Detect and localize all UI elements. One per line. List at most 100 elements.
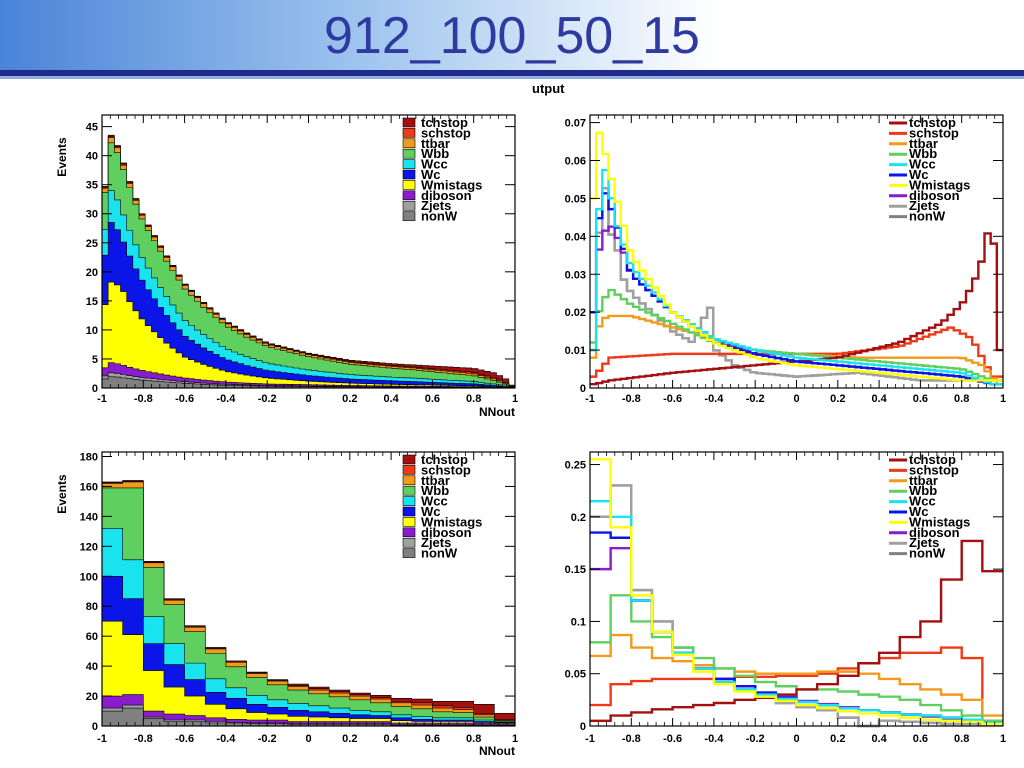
y-tick-label: 0.02 <box>565 307 586 319</box>
legend-label: Wc <box>421 504 441 519</box>
x-tick-label: -0.6 <box>663 393 682 405</box>
y-axis-title: Events <box>55 137 69 177</box>
legend-swatch <box>402 475 416 486</box>
y-tick-label: 80 <box>86 601 98 613</box>
y-tick-label: 0.01 <box>565 345 586 357</box>
x-tick-label: -0.2 <box>746 733 765 745</box>
stack-wmistags <box>101 620 516 727</box>
legend-swatch <box>402 517 416 527</box>
legend-entry-wc: Wc <box>402 504 441 519</box>
y-tick-label: 45 <box>86 122 98 134</box>
legend-label: nonW <box>421 546 458 561</box>
legend-entry-wmistags: Wmistags <box>889 177 970 192</box>
legend-label: Wc <box>909 167 929 182</box>
stack-diboson <box>101 694 516 727</box>
legend-label: schstop <box>909 125 959 140</box>
legend-entry-nonw: nonW <box>402 209 458 224</box>
y-tick-label: 0.05 <box>565 669 586 681</box>
legend-entry-ttbar: ttbar <box>402 136 450 151</box>
legend-label: ttbar <box>421 473 450 488</box>
x-tick-label: -0.6 <box>175 393 194 405</box>
stack-zjets <box>101 704 516 727</box>
x-tick-label: -0.8 <box>134 733 153 745</box>
x-tick-label: 1 <box>1000 733 1006 745</box>
y-tick-label: 60 <box>86 631 98 643</box>
x-tick-label: 0.2 <box>830 733 845 745</box>
legend-entry-nonw: nonW <box>402 546 458 561</box>
legend-entry-wc: Wc <box>402 167 441 182</box>
legend-label: tchstop <box>909 452 956 467</box>
y-axis-title: Events <box>55 474 69 514</box>
y-tick-label: 0 <box>580 721 586 733</box>
x-tick-label: -0.4 <box>216 393 236 405</box>
y-tick-label: 0 <box>92 721 98 733</box>
x-tick-label: -0.2 <box>746 393 765 405</box>
legend-swatch <box>402 548 416 558</box>
line-schstop <box>590 326 1003 378</box>
legend-label: Wcc <box>421 157 448 172</box>
x-tick-label: -0.4 <box>704 393 724 405</box>
line-ttbar <box>590 633 1003 717</box>
legend-label: Wc <box>909 504 929 519</box>
legend-entry-wcc: Wcc <box>889 494 936 509</box>
legend-swatch <box>402 506 416 517</box>
y-tick-label: 0.06 <box>565 156 586 168</box>
x-tick-label: 0 <box>305 733 311 745</box>
y-tick-label: 0.05 <box>565 193 586 205</box>
y-tick-label: 0.03 <box>565 269 586 281</box>
legend-entry-wcc: Wcc <box>402 157 448 172</box>
legend-label: nonW <box>909 209 946 224</box>
x-tick-label: 0 <box>305 393 311 405</box>
y-tick-label: 10 <box>86 325 98 337</box>
legend-entry-zjets: Zjets <box>889 198 939 213</box>
legend-entry-wmistags: Wmistags <box>889 514 970 529</box>
legend-entry-tchstop: tchstop <box>889 115 956 130</box>
legend-label: schstop <box>909 462 959 477</box>
legend-label: diboson <box>421 188 472 203</box>
legend-entry-schstop: schstop <box>402 125 471 140</box>
x-tick-label: -1 <box>585 733 595 745</box>
y-tick-label: 30 <box>86 209 98 221</box>
legend-label: Wmistags <box>909 177 970 192</box>
legend-label: diboson <box>421 525 472 540</box>
line-wmistags <box>590 458 1003 726</box>
legend-label: schstop <box>421 125 471 140</box>
legend-entry-wcc: Wcc <box>402 494 448 509</box>
legend-swatch <box>402 527 416 538</box>
legend-entry-wbb: Wbb <box>402 146 449 161</box>
legend-label: Wc <box>421 167 441 182</box>
x-tick-label: 0.8 <box>466 733 481 745</box>
x-tick-label: 0.2 <box>342 733 357 745</box>
legend-entry-zjets: Zjets <box>889 535 939 550</box>
y-tick-label: 40 <box>86 661 98 673</box>
legend-label: diboson <box>909 525 960 540</box>
legend-label: diboson <box>909 188 960 203</box>
y-tick-label: 120 <box>80 541 98 553</box>
legend-entry-tchstop: tchstop <box>402 452 468 467</box>
stack-wbb <box>101 142 516 389</box>
x-tick-label: -0.2 <box>258 393 277 405</box>
header-rule <box>0 70 1024 76</box>
legend-swatch <box>402 148 416 159</box>
legend-swatch <box>402 190 416 201</box>
legend-swatch <box>402 211 416 221</box>
legend-entry-nonw: nonW <box>889 546 946 561</box>
x-tick-label: 0.6 <box>425 393 440 405</box>
legend-label: Wmistags <box>909 514 970 529</box>
legend-label: Wbb <box>421 483 449 498</box>
y-tick-label: 0 <box>580 383 586 395</box>
legend-swatch <box>402 485 416 496</box>
y-tick-label: 140 <box>80 511 98 523</box>
legend-swatch <box>402 117 416 128</box>
line-tchstop <box>590 539 1003 722</box>
legend-entry-wmistags: Wmistags <box>402 177 482 192</box>
legend-label: nonW <box>421 209 458 224</box>
x-tick-label: 0.6 <box>913 393 928 405</box>
legend-label: Wmistags <box>421 177 482 192</box>
legend-entry-nonw: nonW <box>889 209 946 224</box>
legend-swatch <box>402 465 416 475</box>
x-tick-label: 0.4 <box>871 393 887 405</box>
y-tick-label: 40 <box>86 151 98 163</box>
y-tick-label: 180 <box>80 451 98 463</box>
